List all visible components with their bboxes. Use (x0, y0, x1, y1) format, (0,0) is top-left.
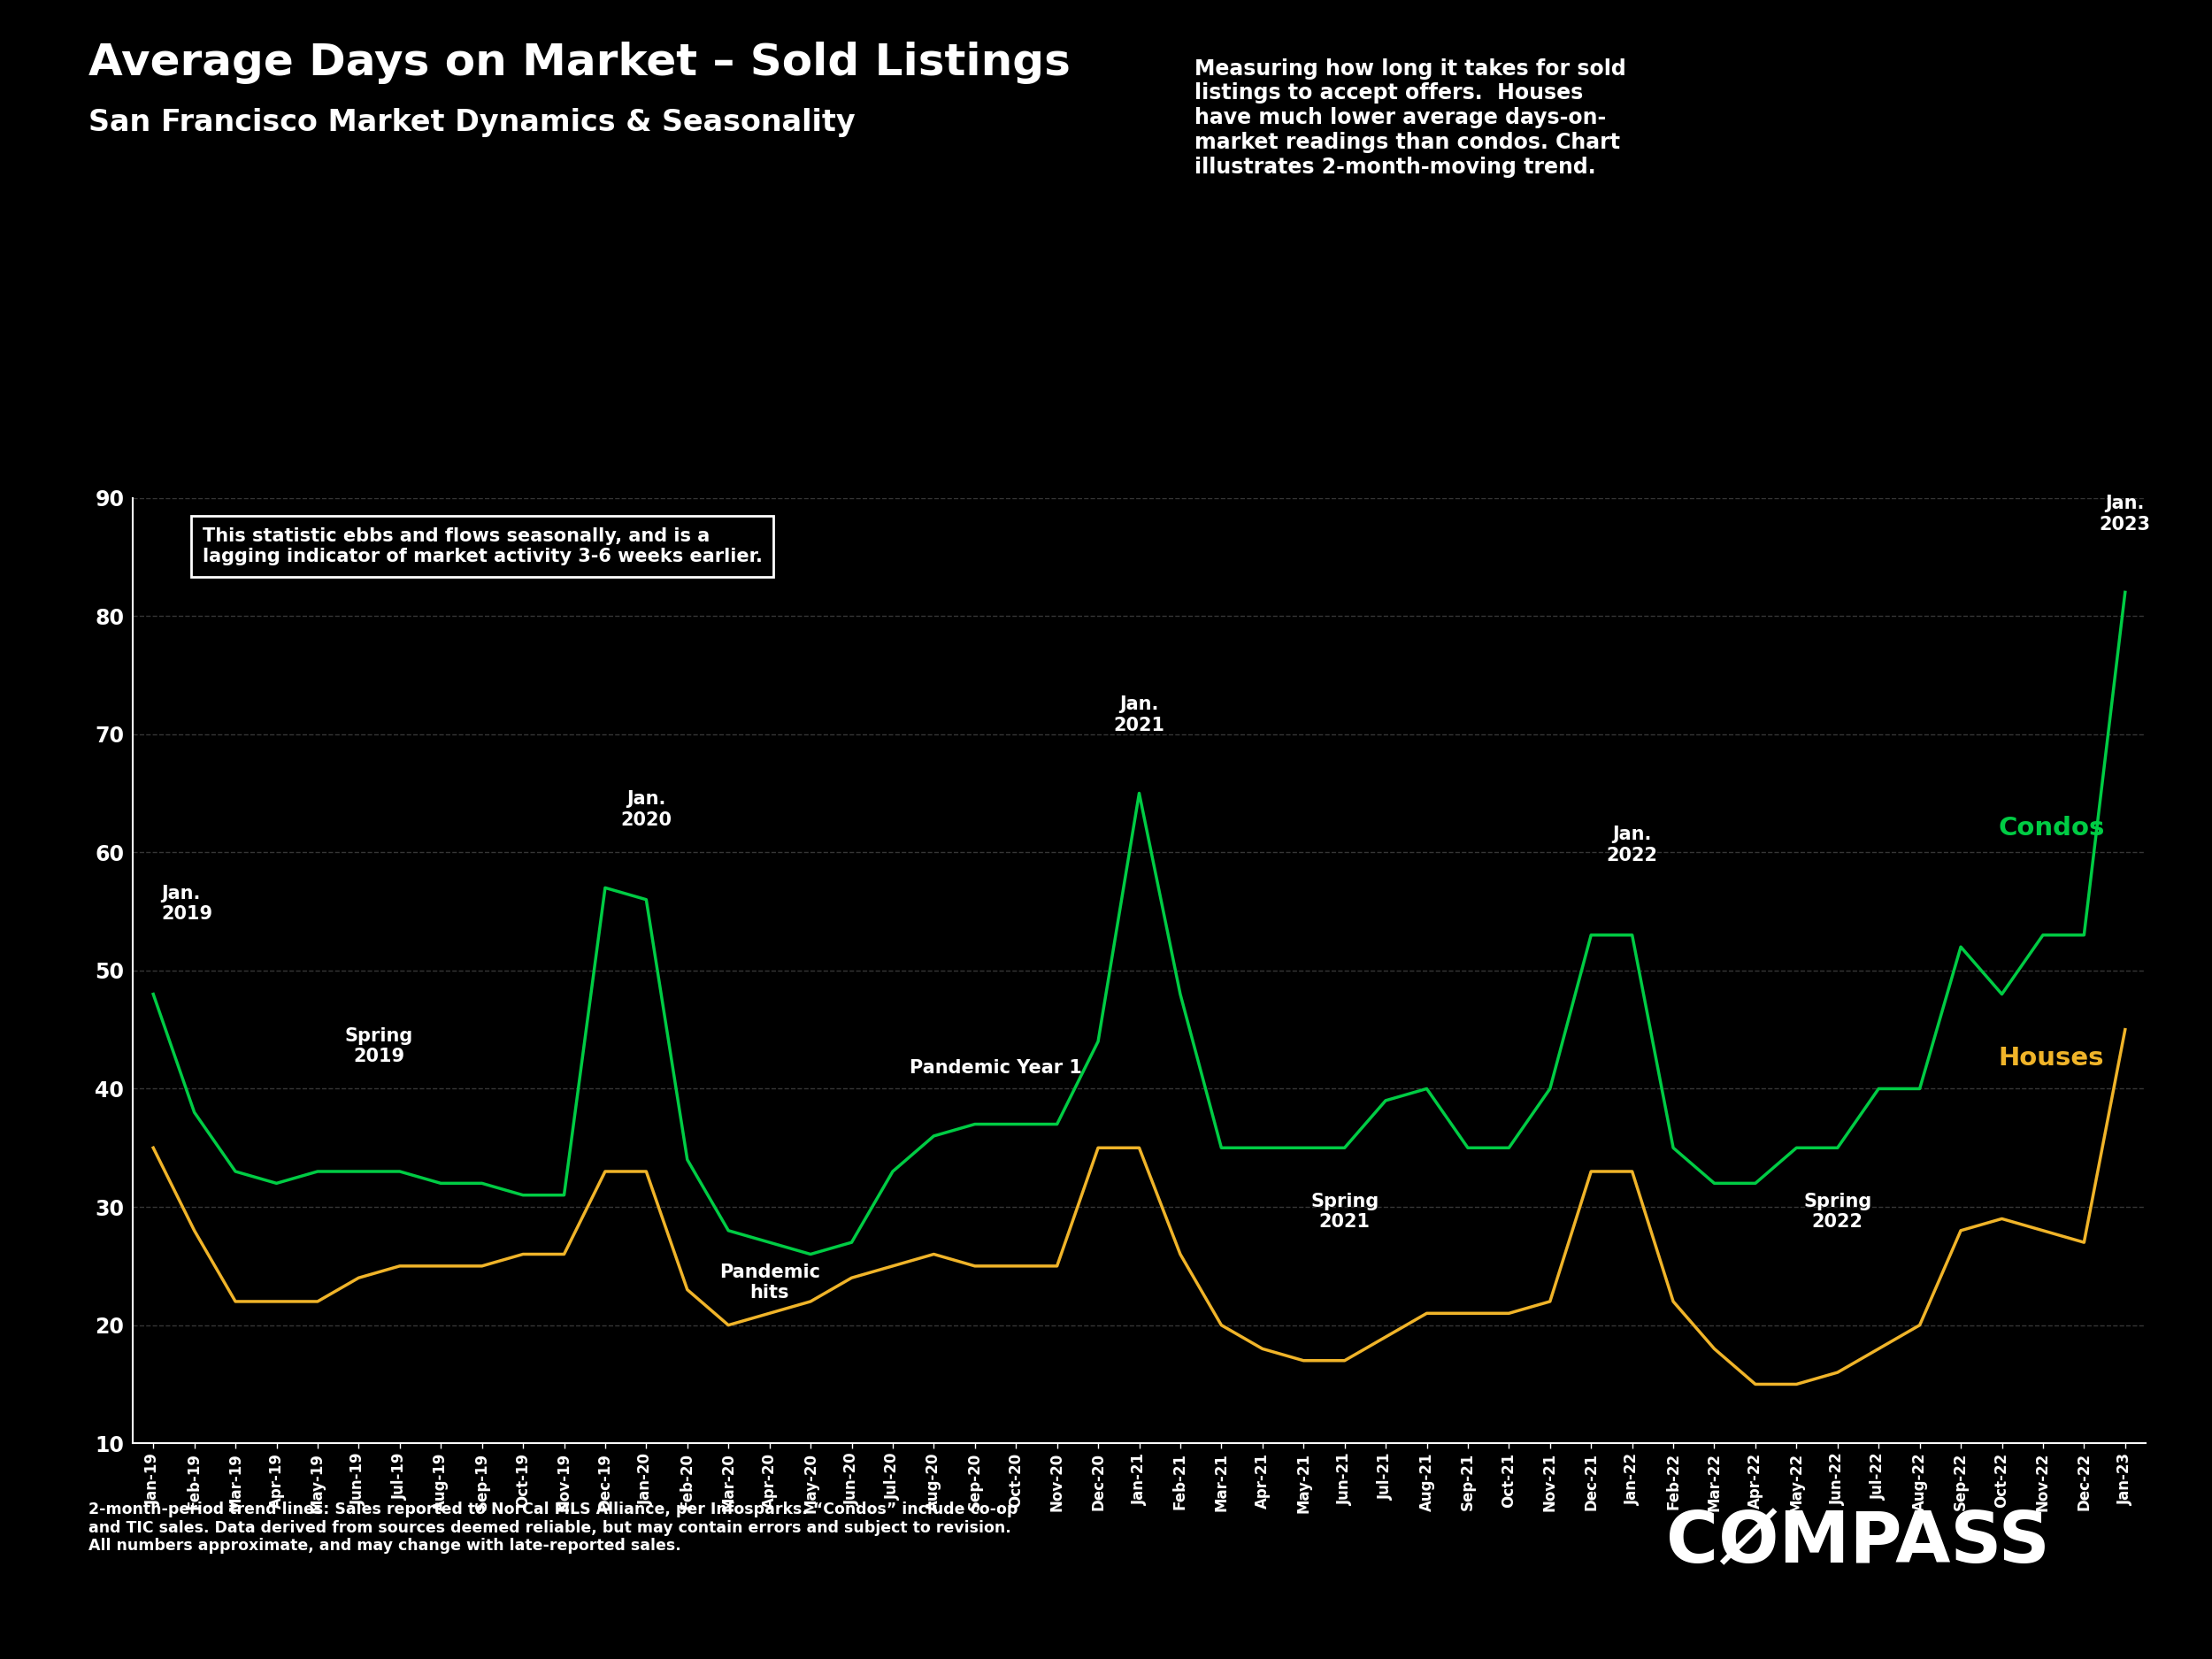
Text: Jan.
2019: Jan. 2019 (161, 884, 212, 922)
Text: Pandemic
hits: Pandemic hits (719, 1262, 821, 1301)
Text: Spring
2019: Spring 2019 (345, 1027, 414, 1065)
Text: Jan.
2020: Jan. 2020 (622, 790, 672, 828)
Text: Spring
2021: Spring 2021 (1310, 1193, 1378, 1231)
Text: Jan.
2023: Jan. 2023 (2099, 494, 2150, 533)
Text: Pandemic Year 1: Pandemic Year 1 (909, 1058, 1082, 1077)
Text: San Francisco Market Dynamics & Seasonality: San Francisco Market Dynamics & Seasonal… (88, 108, 856, 138)
Text: Average Days on Market – Sold Listings: Average Days on Market – Sold Listings (88, 41, 1071, 85)
Text: CØMPASS: CØMPASS (1666, 1508, 2051, 1578)
Text: Jan.
2022: Jan. 2022 (1606, 826, 1657, 864)
Text: Spring
2022: Spring 2022 (1803, 1193, 1871, 1231)
Text: Condos: Condos (1997, 816, 2104, 841)
Text: Measuring how long it takes for sold
listings to accept offers.  Houses
have muc: Measuring how long it takes for sold lis… (1194, 58, 1626, 178)
Text: Houses: Houses (1997, 1047, 2104, 1072)
Text: 2-month-period trend lines: Sales reported to NorCal MLS Alliance, per Infospark: 2-month-period trend lines: Sales report… (88, 1501, 1018, 1554)
Text: This statistic ebbs and flows seasonally, and is a
lagging indicator of market a: This statistic ebbs and flows seasonally… (204, 528, 763, 566)
Text: Jan.
2021: Jan. 2021 (1113, 695, 1166, 733)
